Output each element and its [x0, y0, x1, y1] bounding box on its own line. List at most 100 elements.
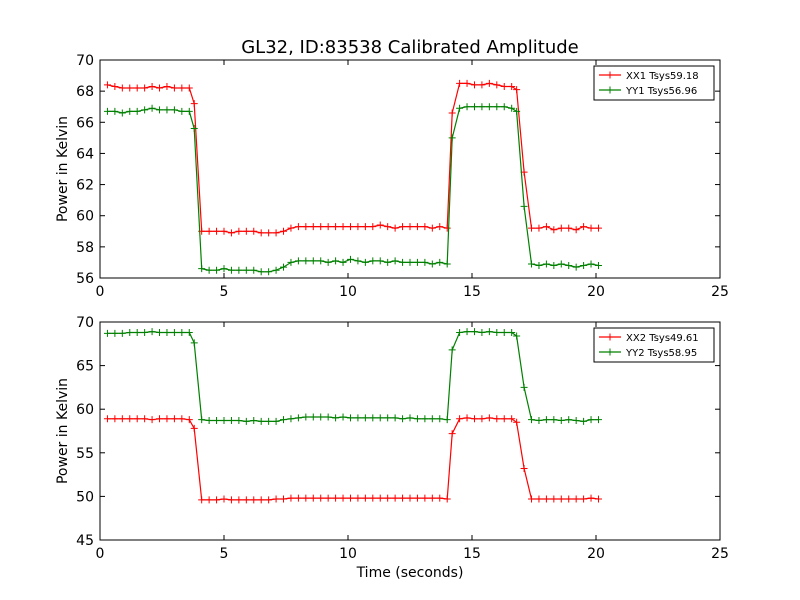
data-point-marker — [384, 223, 392, 231]
data-point-marker — [190, 339, 198, 347]
data-point-marker — [399, 258, 407, 266]
data-point-marker — [227, 417, 235, 425]
data-point-marker — [103, 415, 111, 423]
y-axis-label: Power in Kelvin — [55, 378, 71, 484]
data-point-marker — [170, 415, 178, 423]
data-point-marker — [384, 258, 392, 266]
data-point-marker — [413, 258, 421, 266]
data-point-marker — [463, 103, 471, 111]
data-point-marker — [594, 416, 602, 424]
data-point-marker — [369, 223, 377, 231]
legend-box — [593, 327, 715, 363]
data-point-marker — [535, 495, 543, 503]
data-point-marker — [508, 104, 516, 112]
data-point-marker — [198, 265, 206, 273]
data-point-marker — [213, 496, 221, 504]
data-point-marker — [317, 257, 325, 265]
x-tick-label: 15 — [463, 284, 481, 300]
data-point-marker — [324, 258, 332, 266]
data-point-marker — [346, 223, 354, 231]
data-point-marker — [235, 496, 243, 504]
data-point-marker — [227, 496, 235, 504]
data-point-marker — [156, 328, 164, 336]
data-point-marker — [361, 223, 369, 231]
data-point-marker — [118, 329, 126, 337]
data-point-marker — [257, 268, 265, 276]
data-point-marker — [242, 496, 250, 504]
x-tick-label: 20 — [587, 546, 605, 562]
data-point-marker — [421, 223, 429, 231]
data-point-marker — [493, 103, 501, 111]
data-point-marker — [413, 415, 421, 423]
data-point-marker — [148, 416, 156, 424]
data-point-marker — [428, 224, 436, 232]
legend-box — [593, 65, 715, 101]
data-point-marker — [354, 414, 362, 422]
plot-top: 0 5 10 15 20 25 56 58 60 62 64 66 68 70 Power in Kelvi… — [55, 53, 729, 300]
data-point-marker — [406, 258, 414, 266]
data-point-marker — [242, 417, 250, 425]
data-point-marker — [406, 223, 414, 231]
data-point-marker — [550, 416, 558, 424]
data-point-marker — [163, 328, 171, 336]
data-point-marker — [513, 418, 521, 426]
data-point-marker — [250, 496, 258, 504]
data-point-marker — [294, 223, 302, 231]
data-point-marker — [111, 329, 119, 337]
y-tick-label: 70 — [76, 53, 94, 69]
data-point-marker — [572, 263, 580, 271]
data-point-marker — [133, 107, 141, 115]
x-tick-label: 20 — [587, 284, 605, 300]
data-point-marker — [220, 227, 228, 235]
data-point-marker — [369, 257, 377, 265]
data-point-marker — [436, 415, 444, 423]
data-point-marker — [500, 103, 508, 111]
data-point-marker — [190, 125, 198, 133]
data-point-marker — [178, 328, 186, 336]
data-point-marker — [428, 415, 436, 423]
data-point-marker — [478, 81, 486, 89]
data-point-marker — [170, 106, 178, 114]
x-tick-label: 10 — [339, 284, 357, 300]
data-point-marker — [257, 229, 265, 237]
data-point-marker — [302, 494, 310, 502]
data-point-marker — [205, 266, 213, 274]
data-point-marker — [317, 494, 325, 502]
legend-marker — [606, 348, 614, 356]
data-point-marker — [287, 415, 295, 423]
data-point-marker — [302, 413, 310, 421]
legend-label: XX1 Tsys59.18 — [626, 71, 699, 82]
data-point-marker — [309, 223, 317, 231]
data-point-marker — [436, 258, 444, 266]
data-point-marker — [354, 223, 362, 231]
data-point-marker — [594, 224, 602, 232]
data-point-marker — [485, 328, 493, 336]
data-point-marker — [391, 414, 399, 422]
data-point-marker — [520, 202, 528, 210]
data-point-marker — [213, 227, 221, 235]
legend-label: XX2 Tsys49.61 — [626, 333, 699, 344]
data-point-marker — [205, 227, 213, 235]
y-tick-label: 62 — [76, 178, 94, 194]
series-line-1 — [107, 417, 599, 501]
data-point-marker — [265, 417, 273, 425]
data-point-marker — [513, 86, 521, 94]
data-point-marker — [294, 494, 302, 502]
data-point-marker — [190, 100, 198, 108]
x-tick-label: 5 — [220, 284, 229, 300]
plot-bottom: 0 5 10 15 20 25 45 50 55 60 65 70 Power in Kelvin Tim… — [55, 315, 729, 581]
data-point-marker — [391, 494, 399, 502]
data-point-marker — [156, 84, 164, 92]
legend-label: YY1 Tsys56.96 — [625, 86, 697, 97]
data-point-marker — [572, 495, 580, 503]
data-point-marker — [257, 417, 265, 425]
data-point-marker — [535, 262, 543, 270]
y-tick-label: 50 — [76, 489, 94, 505]
data-point-marker — [126, 328, 134, 336]
data-point-marker — [421, 494, 429, 502]
data-point-marker — [565, 224, 573, 232]
data-point-marker — [354, 494, 362, 502]
data-point-marker — [163, 106, 171, 114]
data-point-marker — [470, 103, 478, 111]
y-tick-label: 60 — [76, 402, 94, 418]
